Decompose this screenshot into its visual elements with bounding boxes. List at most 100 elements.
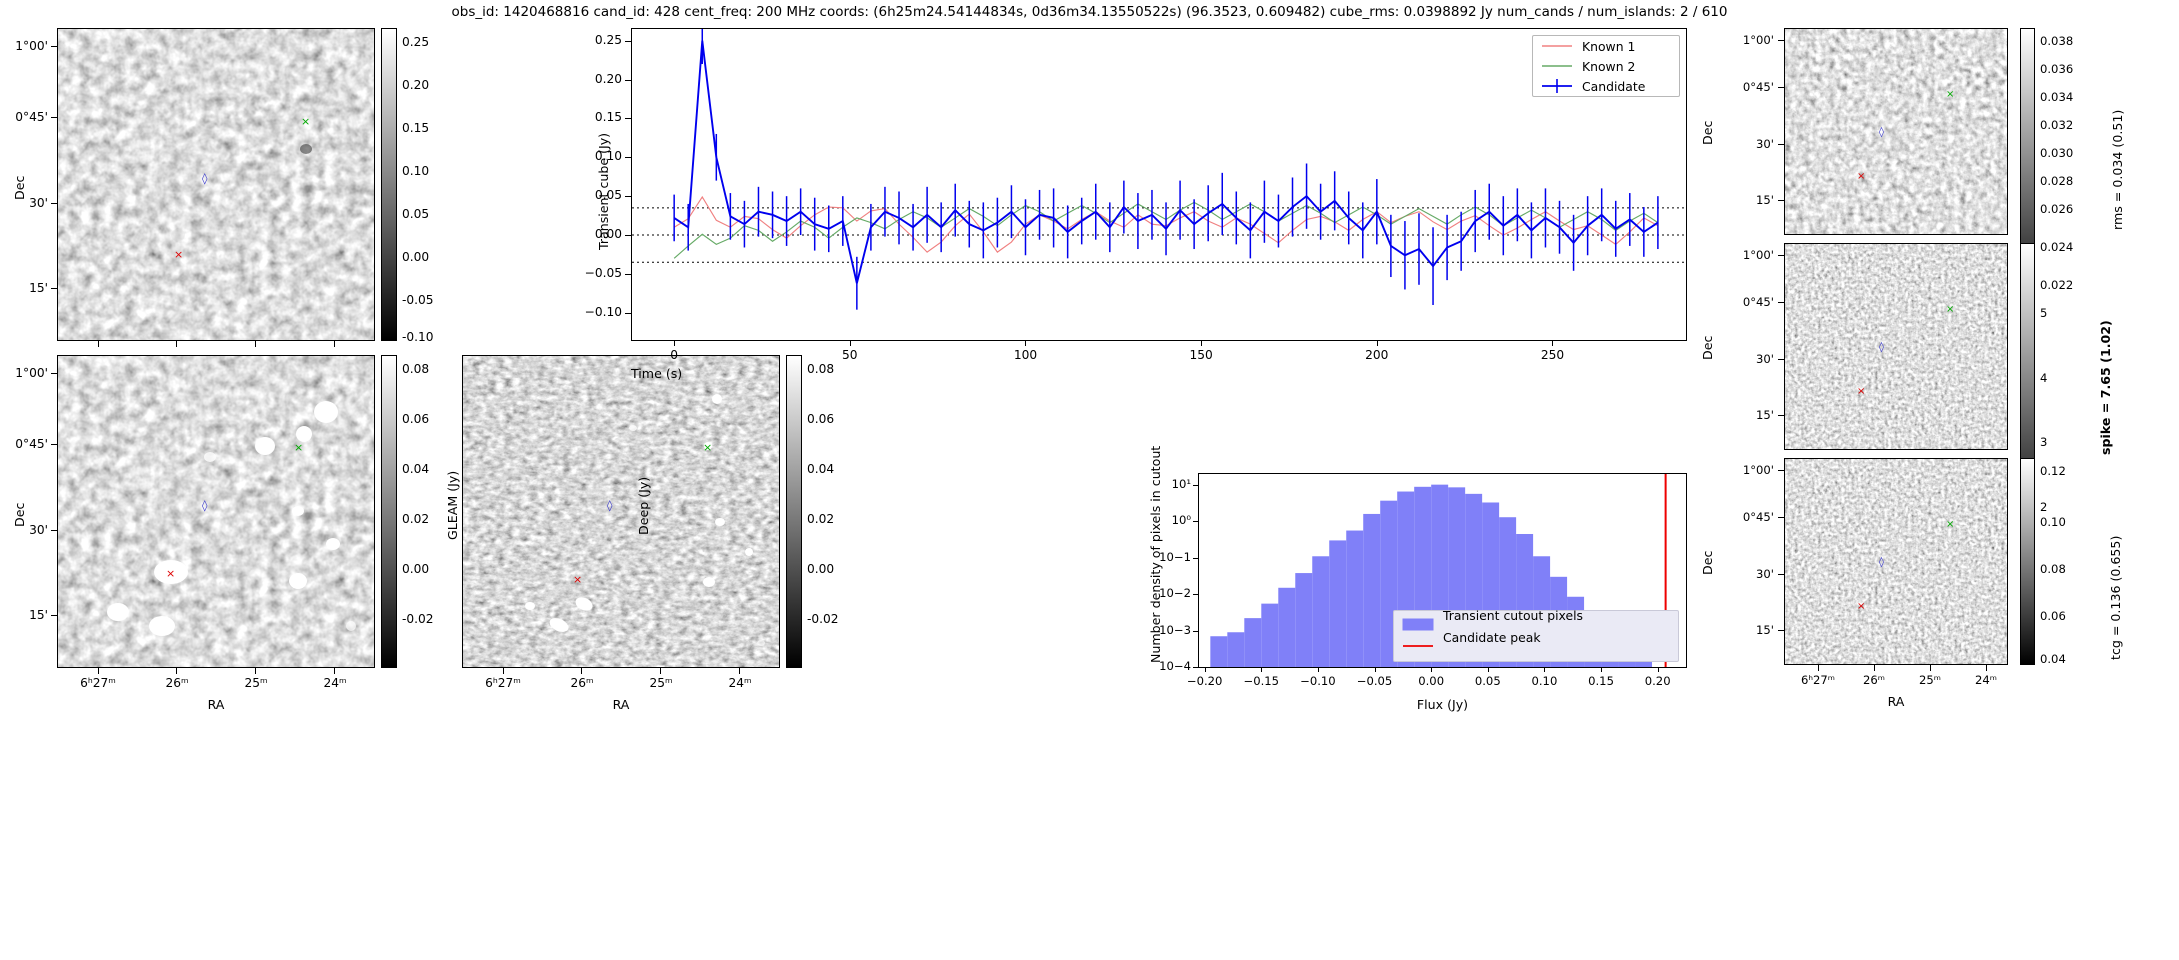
cb6-tick-2: 0.08: [2040, 562, 2066, 576]
gleam-xlabel: RA: [207, 697, 225, 712]
cb6-tick-0: 0.12: [2040, 464, 2066, 478]
deep-xtick-2: 25ᵐ: [649, 676, 673, 690]
svg-text:×: ×: [1857, 601, 1865, 612]
cb5-tick-3: 2: [2040, 500, 2048, 514]
cb4-tick-2: 0.034: [2040, 90, 2074, 104]
tcg-ytick-2: 30': [1756, 567, 1774, 581]
spike-map-image[interactable]: × ◊ ×: [1784, 243, 2008, 450]
lightcurve-xtick: 0: [670, 348, 679, 362]
svg-text:×: ×: [1946, 519, 1954, 530]
svg-text:×: ×: [1857, 386, 1865, 397]
gleam-ytick-0: 1°00': [15, 366, 48, 380]
cb5-tick-1: 4: [2040, 371, 2048, 385]
histogram-xtick: 0.00: [1418, 674, 1445, 688]
deep-xtick-3: 24ᵐ: [728, 676, 752, 690]
svg-text:×: ×: [1946, 89, 1954, 100]
legend-known2-label: Known 2: [1582, 59, 1636, 74]
legend-swatches: [1542, 45, 1572, 93]
cb3-tick-3: 0.02: [807, 512, 835, 526]
histogram-xlabel: Flux (Jy): [1416, 697, 1469, 712]
lightcurve-ytick: 0.25: [594, 32, 622, 47]
svg-text:◊: ◊: [1879, 556, 1884, 568]
rms-map-image[interactable]: × ◊ ×: [1784, 28, 2008, 235]
cb1-tick-4: 0.05: [402, 207, 430, 221]
transient-cutout-ytick-2: 30': [29, 196, 48, 210]
tcg-colorbar: [2020, 458, 2035, 665]
spike-ytick-0: 1°00': [1742, 248, 1774, 262]
cb1-tick-3: 0.10: [402, 164, 430, 178]
histogram-ytick: 10−4: [1159, 659, 1191, 673]
gleam-colorbar-label: GLEAM (Jy): [445, 470, 460, 540]
svg-text:×: ×: [1946, 304, 1954, 315]
lightcurve-ytick: −0.05: [584, 265, 622, 280]
lightcurve-xtick: 150: [1189, 348, 1213, 362]
svg-text:×: ×: [573, 573, 582, 586]
transient-cutout-image[interactable]: × ◊ ×: [57, 28, 375, 341]
deep-colorbar-label: Deep (Jy): [636, 476, 651, 535]
lightcurve-ytick: 0.00: [594, 227, 622, 242]
transient-cutout-ytick-0: 1°00': [15, 39, 48, 53]
tcg-xtick-2: 25ᵐ: [1919, 673, 1941, 687]
cb5-tick-0: 5: [2040, 306, 2048, 320]
lightcurve-plot[interactable]: [631, 28, 1687, 341]
histogram-xtick: −0.20: [1186, 674, 1223, 688]
tcg-ytick-3: 15': [1756, 623, 1774, 637]
cb4-tick-6: 0.026: [2040, 202, 2074, 216]
deep-colorbar: [786, 355, 802, 668]
cb3-tick-1: 0.06: [807, 412, 835, 426]
gleam-xtick-0: 6ʰ27ᵐ: [80, 676, 116, 690]
spike-colorbar-label: spike = 7.65 (1.02): [2098, 320, 2113, 455]
svg-text:◊: ◊: [202, 499, 208, 512]
deep-xlabel: RA: [612, 697, 630, 712]
histogram-ytick: 10−3: [1159, 622, 1191, 637]
tcg-xtick-1: 26ᵐ: [1863, 673, 1885, 687]
histogram-ytick: 10−1: [1159, 549, 1191, 564]
cb3-tick-5: -0.02: [807, 612, 839, 626]
cb2-tick-3: 0.02: [402, 512, 430, 526]
cb3-tick-2: 0.04: [807, 462, 835, 476]
histogram-xtick: 0.15: [1588, 674, 1614, 688]
histogram-xtick: 0.20: [1644, 674, 1671, 688]
tcg-xtick-3: 24ᵐ: [1975, 673, 1997, 687]
svg-text:×: ×: [174, 248, 183, 261]
lightcurve-xtick: 50: [842, 348, 858, 362]
histogram-xtick: 0.05: [1474, 674, 1501, 688]
histogram-ytick: 10⁰: [1171, 513, 1191, 528]
cb2-tick-4: 0.00: [402, 562, 430, 576]
rms-colorbar-label: rms = 0.034 (0.51): [2110, 109, 2125, 230]
tcg-xlabel: RA: [1887, 694, 1905, 709]
histogram-xtick: −0.05: [1356, 674, 1393, 688]
cb3-tick-0: 0.08: [807, 362, 835, 376]
lightcurve-xlabel: Time (s): [631, 366, 683, 381]
rms-ylabel: Dec: [1700, 120, 1715, 145]
svg-text:×: ×: [703, 441, 712, 454]
lightcurve-xtick: 250: [1540, 348, 1565, 362]
tcg-map-image[interactable]: × ◊ ×: [1784, 458, 2008, 665]
tcg-xtick-0: 6ʰ27ᵐ: [1800, 673, 1836, 687]
cb2-tick-0: 0.08: [402, 362, 430, 376]
histogram-legend: [1393, 610, 1679, 662]
svg-text:◊: ◊: [1879, 341, 1884, 353]
cb4-tick-3: 0.032: [2040, 118, 2074, 132]
cb6-tick-4: 0.04: [2040, 652, 2066, 666]
rms-ytick-0: 1°00': [1742, 33, 1774, 47]
gleam-ytick-2: 30': [29, 523, 48, 537]
figure-title: obs_id: 1420468816 cand_id: 428 cent_fre…: [451, 4, 1728, 20]
histogram-legend-swatches: [1402, 618, 1434, 647]
cb4-tick-1: 0.036: [2040, 62, 2074, 76]
deep-cutout-image[interactable]: × ◊ ×: [462, 355, 780, 668]
svg-text:◊: ◊: [202, 172, 208, 185]
tcg-ytick-1: 0°45': [1742, 510, 1774, 524]
cb1-tick-2: 0.15: [402, 121, 430, 135]
lightcurve-xtick: 200: [1365, 348, 1389, 362]
lightcurve-xtick: 100: [1013, 348, 1038, 362]
cb4-tick-7: 0.024: [2040, 240, 2074, 254]
svg-text:×: ×: [301, 115, 310, 128]
tcg-ytick-0: 1°00': [1742, 463, 1774, 477]
gleam-ylabel: Dec: [12, 502, 27, 527]
gleam-ytick-3: 15': [29, 608, 48, 622]
gleam-cutout-image[interactable]: × ◊ ×: [57, 355, 375, 668]
svg-text:×: ×: [166, 567, 175, 580]
cb1-tick-1: 0.20: [402, 78, 430, 92]
